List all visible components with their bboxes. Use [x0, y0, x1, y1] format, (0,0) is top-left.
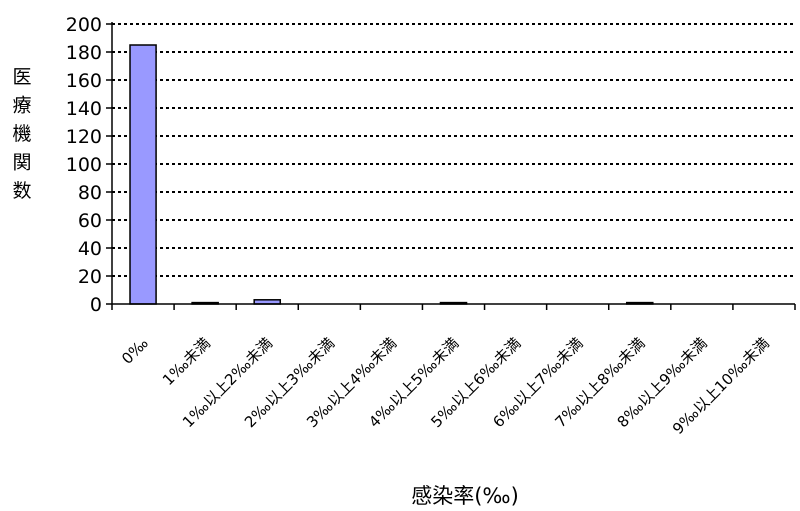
bars [129, 44, 654, 305]
y-axis-label-char: 数 [12, 180, 31, 202]
y-tick-label: 180 [66, 42, 102, 64]
y-tick-label: 100 [66, 154, 102, 176]
y-tick-label: 160 [66, 70, 102, 92]
y-tick-label: 20 [78, 266, 102, 288]
x-axis-label: 感染率(‰) [411, 484, 519, 508]
x-category-label: 1‰未満 [159, 334, 214, 389]
grid-lines [112, 23, 795, 277]
y-tick-label: 60 [78, 210, 102, 232]
y-axis-label-char: 療 [12, 95, 31, 117]
y-tick-label: 0 [90, 294, 102, 316]
x-category-labels: 0‰ 1‰未満1‰以上2‰未満2‰以上3‰未満3‰以上4‰未満4‰以上5‰未満5‰… [118, 334, 773, 438]
y-tick-label: 40 [78, 238, 102, 260]
y-axis-label-char: 関 [12, 152, 31, 174]
bar [129, 44, 157, 305]
y-tick-labels: 0 20 40 60 80 100 120 140 160 180 200 [66, 14, 102, 316]
y-axis-label-char: 機 [12, 123, 31, 145]
y-axis-label-char: 医 [12, 66, 31, 88]
y-tick-label: 200 [66, 14, 102, 36]
y-tick-label: 120 [66, 126, 102, 148]
x-category-label: 0‰ [118, 334, 152, 368]
y-tick-label: 80 [78, 182, 102, 204]
y-tick-label: 140 [66, 98, 102, 120]
axes [106, 22, 796, 310]
